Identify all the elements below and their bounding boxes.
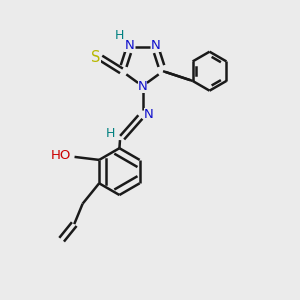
Text: H: H (115, 29, 124, 42)
Text: N: N (138, 80, 147, 93)
Text: N: N (124, 39, 134, 52)
Text: N: N (144, 108, 154, 121)
Text: HO: HO (51, 149, 71, 162)
Text: N: N (151, 39, 161, 52)
Text: H: H (106, 127, 115, 140)
Text: S: S (91, 50, 101, 64)
